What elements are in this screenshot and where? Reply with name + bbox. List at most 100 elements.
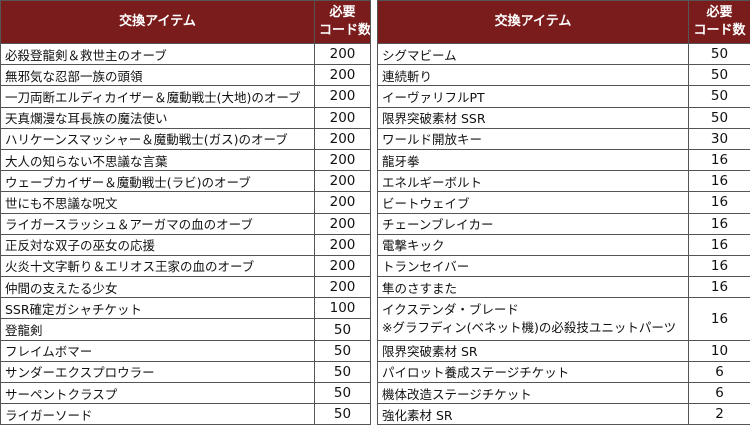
body: シグマビーム 50 連続斬り 50 イーヴァリフルPT 50 限界突破素材 SSR 50 ワール… (377, 42, 750, 426)
row: 電撃キック 16 (377, 233, 750, 256)
item-cell: 強化素材 SR (377, 403, 689, 426)
code-cell: 200 (314, 42, 371, 66)
row: 登龍剣 50 (0, 318, 371, 341)
item-cell: 正反対な双子の巫女の応援 (0, 233, 315, 256)
item-cell: ハリケーンスマッシャー＆魔動戦士(ガス)のオーブ (0, 127, 315, 150)
row: 大人の知らない不思議な言葉 200 (0, 148, 371, 172)
item-cell: 限界突破素材 SR (377, 339, 689, 362)
row: 強化素材 SR 2 (377, 403, 750, 426)
row: 限界突破素材 SSR 50 (377, 106, 750, 129)
code-cell: 200 (314, 191, 371, 214)
row: ハリケーンスマッシャー＆魔動戦士(ガス)のオーブ 200 (0, 127, 371, 150)
code-cell: 200 (314, 276, 371, 299)
code-cell: 200 (314, 127, 371, 150)
item-cell: ライガーソード (0, 403, 315, 426)
item-cell: ワールド開放キー (377, 127, 689, 150)
row: フレイムボマー 50 (0, 339, 371, 362)
code-cell: 200 (314, 254, 371, 278)
item-cell: 天真爛漫な耳長族の魔法使い (0, 106, 315, 129)
row: エネルギーボルト 16 (377, 170, 750, 193)
item-cell: 必殺登龍剣＆救世主のオーブ (0, 42, 315, 66)
row: 無邪気な忍部一族の頭領 200 (0, 64, 371, 87)
item-cell: 龍牙拳 (377, 148, 689, 172)
item-cell: 無邪気な忍部一族の頭領 (0, 64, 315, 87)
item-cell: 火炎十文字斬り＆エリオス王家の血のオーブ (0, 254, 315, 278)
code-cell: 200 (314, 64, 371, 87)
code-cell: 200 (314, 170, 371, 193)
header: 交換アイテム 必要 コード数 (377, 0, 750, 44)
code-cell: 16 (688, 297, 750, 341)
row: 機体改造ステージチケット 6 (377, 382, 750, 405)
code-cell: 200 (314, 148, 371, 172)
code-cell: 16 (688, 191, 750, 214)
row: 正反対な双子の巫女の応援 200 (0, 233, 371, 256)
code-cell: 16 (688, 170, 750, 193)
row: トランセイバー 16 (377, 254, 750, 278)
row: 必殺登龍剣＆救世主のオーブ 200 (0, 42, 371, 66)
code-cell: 200 (314, 212, 371, 235)
code-cell: 200 (314, 106, 371, 129)
header-code: 必要 コード数 (688, 0, 750, 44)
code-cell: 16 (688, 148, 750, 172)
row: ビートウェイブ 16 (377, 191, 750, 214)
row: パイロット養成ステージチケット 6 (377, 360, 750, 384)
text-line: 必要 (329, 5, 356, 20)
item-cell: サンダーエクスプロウラー (0, 360, 315, 384)
code-cell: 50 (314, 318, 371, 341)
header-code: 必要 コード数 (314, 0, 371, 44)
code-cell: 16 (688, 276, 750, 299)
row: ライガーソード 50 (0, 403, 371, 426)
text-line: ※グラフディン(ベネット機)の必殺技ユニットパーツ (382, 319, 677, 335)
item-cell: ビートウェイブ (377, 191, 689, 214)
code-cell: 16 (688, 212, 750, 235)
item-cell: イーヴァリフルPT (377, 85, 689, 108)
row: ライガースラッシュ＆アーガマの血のオーブ 200 (0, 212, 371, 235)
exchange-table: 交換アイテム 必要 コード数 必殺登龍剣＆救世主のオーブ 200 無邪気な忍部一族の頭領 2… (0, 0, 371, 426)
exchange-table: 交換アイテム 必要 コード数 シグマビーム 50 連続斬り 50 イーヴァリフルPT 50 限界突… (377, 0, 750, 426)
code-cell: 200 (314, 233, 371, 256)
code-cell: 50 (314, 381, 371, 405)
code-cell: 50 (314, 339, 371, 362)
code-cell: 16 (688, 233, 750, 256)
item-cell: サーペントクラスプ (0, 381, 315, 405)
row: イーヴァリフルPT 50 (377, 85, 750, 108)
row: シグマビーム 50 (377, 42, 750, 66)
header-row: 交換アイテム 必要 コード数 (377, 0, 750, 44)
code-cell: 30 (688, 127, 750, 150)
header-row: 交換アイテム 必要コード数 (0, 0, 371, 44)
text-line: 必要 (706, 5, 733, 20)
row: 限界突破素材 SR 10 (377, 339, 750, 362)
row: ワールド開放キー 30 (377, 127, 750, 150)
row: チェーンブレイカー 16 (377, 212, 750, 235)
item-cell: トランセイバー (377, 254, 689, 278)
row: サーペントクラスプ 50 (0, 381, 371, 405)
code-cell: 2 (688, 403, 750, 426)
row: 火炎十文字斬り＆エリオス王家の血のオーブ 200 (0, 254, 371, 278)
item-cell: 仲間の支えたる少女 (0, 276, 315, 299)
row: サンダーエクスプロウラー 50 (0, 360, 371, 384)
item-cell: パイロット養成ステージチケット (377, 360, 689, 384)
text-line: コード数 (319, 23, 371, 38)
item-cell: フレイムボマー (0, 339, 315, 362)
code-cell: 50 (688, 64, 750, 87)
item-cell: エネルギーボルト (377, 170, 689, 193)
item-cell: 大人の知らない不思議な言葉 (0, 148, 315, 172)
row: ウェーブカイザー＆魔動戦士(ラビ)のオーブ 200 (0, 170, 371, 193)
row: 一刀両断エルディカイザー＆魔動戦士(大地)のオーブ 200 (0, 85, 371, 108)
code-cell: 16 (688, 254, 750, 278)
code-cell: 50 (688, 106, 750, 129)
item-cell: 世にも不思議な呪文 (0, 191, 315, 214)
header-item: 交換アイテム (0, 0, 315, 44)
code-cell: 100 (314, 297, 371, 320)
code-cell: 6 (688, 382, 750, 405)
body: 必殺登龍剣＆救世主のオーブ 200 無邪気な忍部一族の頭領 200 一刀両断エルディカイ… (0, 42, 371, 426)
item-cell: SSR確定ガシャチケット (0, 297, 315, 320)
item-cell: イクステンダ・ブレード ※グラフディン(ベネット機)の必殺技ユニットパーツ (377, 297, 689, 341)
text-line: イクステンダ・ブレード (382, 301, 519, 317)
row: 龍牙拳 16 (377, 148, 750, 172)
code-cell: 10 (688, 339, 750, 362)
item-cell: 機体改造ステージチケット (377, 382, 689, 405)
code-cell: 200 (314, 85, 371, 108)
item-cell: 限界突破素材 SSR (377, 106, 689, 129)
